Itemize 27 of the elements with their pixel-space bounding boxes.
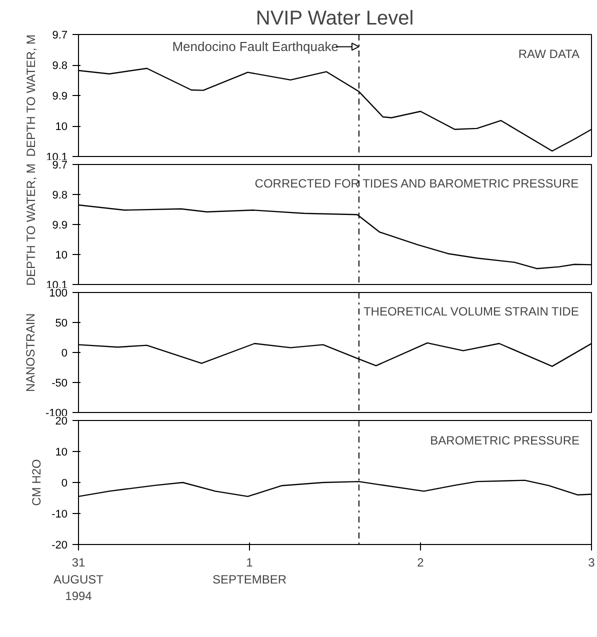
- y-tick-label: 50: [55, 318, 68, 330]
- annotation: THEORETICAL VOLUME STRAIN TIDE: [363, 304, 579, 319]
- y-tick-label: 9.8: [52, 60, 68, 72]
- y-tick-label: 10: [55, 250, 68, 262]
- y-axis-title: CM H2O: [30, 459, 44, 506]
- y-tick-label: 0: [61, 348, 68, 360]
- y-tick-label: 9.8: [52, 190, 68, 202]
- x-tick-label: 2: [417, 556, 424, 570]
- y-axis-title: DEPTH TO WATER, M: [24, 34, 38, 157]
- y-tick-label: 10: [55, 121, 68, 133]
- y-tick-label: -10: [52, 508, 68, 520]
- chart-title: NVIP Water Level: [256, 8, 414, 30]
- y-tick-label: 9.7: [52, 30, 68, 42]
- x-tick-label: 3: [588, 556, 596, 570]
- y-tick-label: 9.9: [52, 220, 68, 232]
- ref-line-label: Mendocino Fault Earthquake: [172, 39, 338, 54]
- y-axis-title: DEPTH TO WATER, M: [24, 163, 38, 286]
- y-tick-label: 9.9: [52, 90, 68, 102]
- x-tick-label: 1 SEPTEMBER: [212, 556, 287, 586]
- y-tick-label: 10: [55, 446, 68, 458]
- y-tick-label: -20: [52, 540, 68, 552]
- y-tick-label: 0: [61, 478, 68, 490]
- x-tick-label: 31 AUGUST 1994: [54, 556, 104, 604]
- annotation: RAW DATA: [518, 47, 580, 62]
- y-axis-title: NANOSTRAIN: [23, 313, 38, 392]
- y-tick-label: -50: [52, 378, 68, 390]
- annotation: BAROMETRIC PRESSURE: [430, 433, 580, 448]
